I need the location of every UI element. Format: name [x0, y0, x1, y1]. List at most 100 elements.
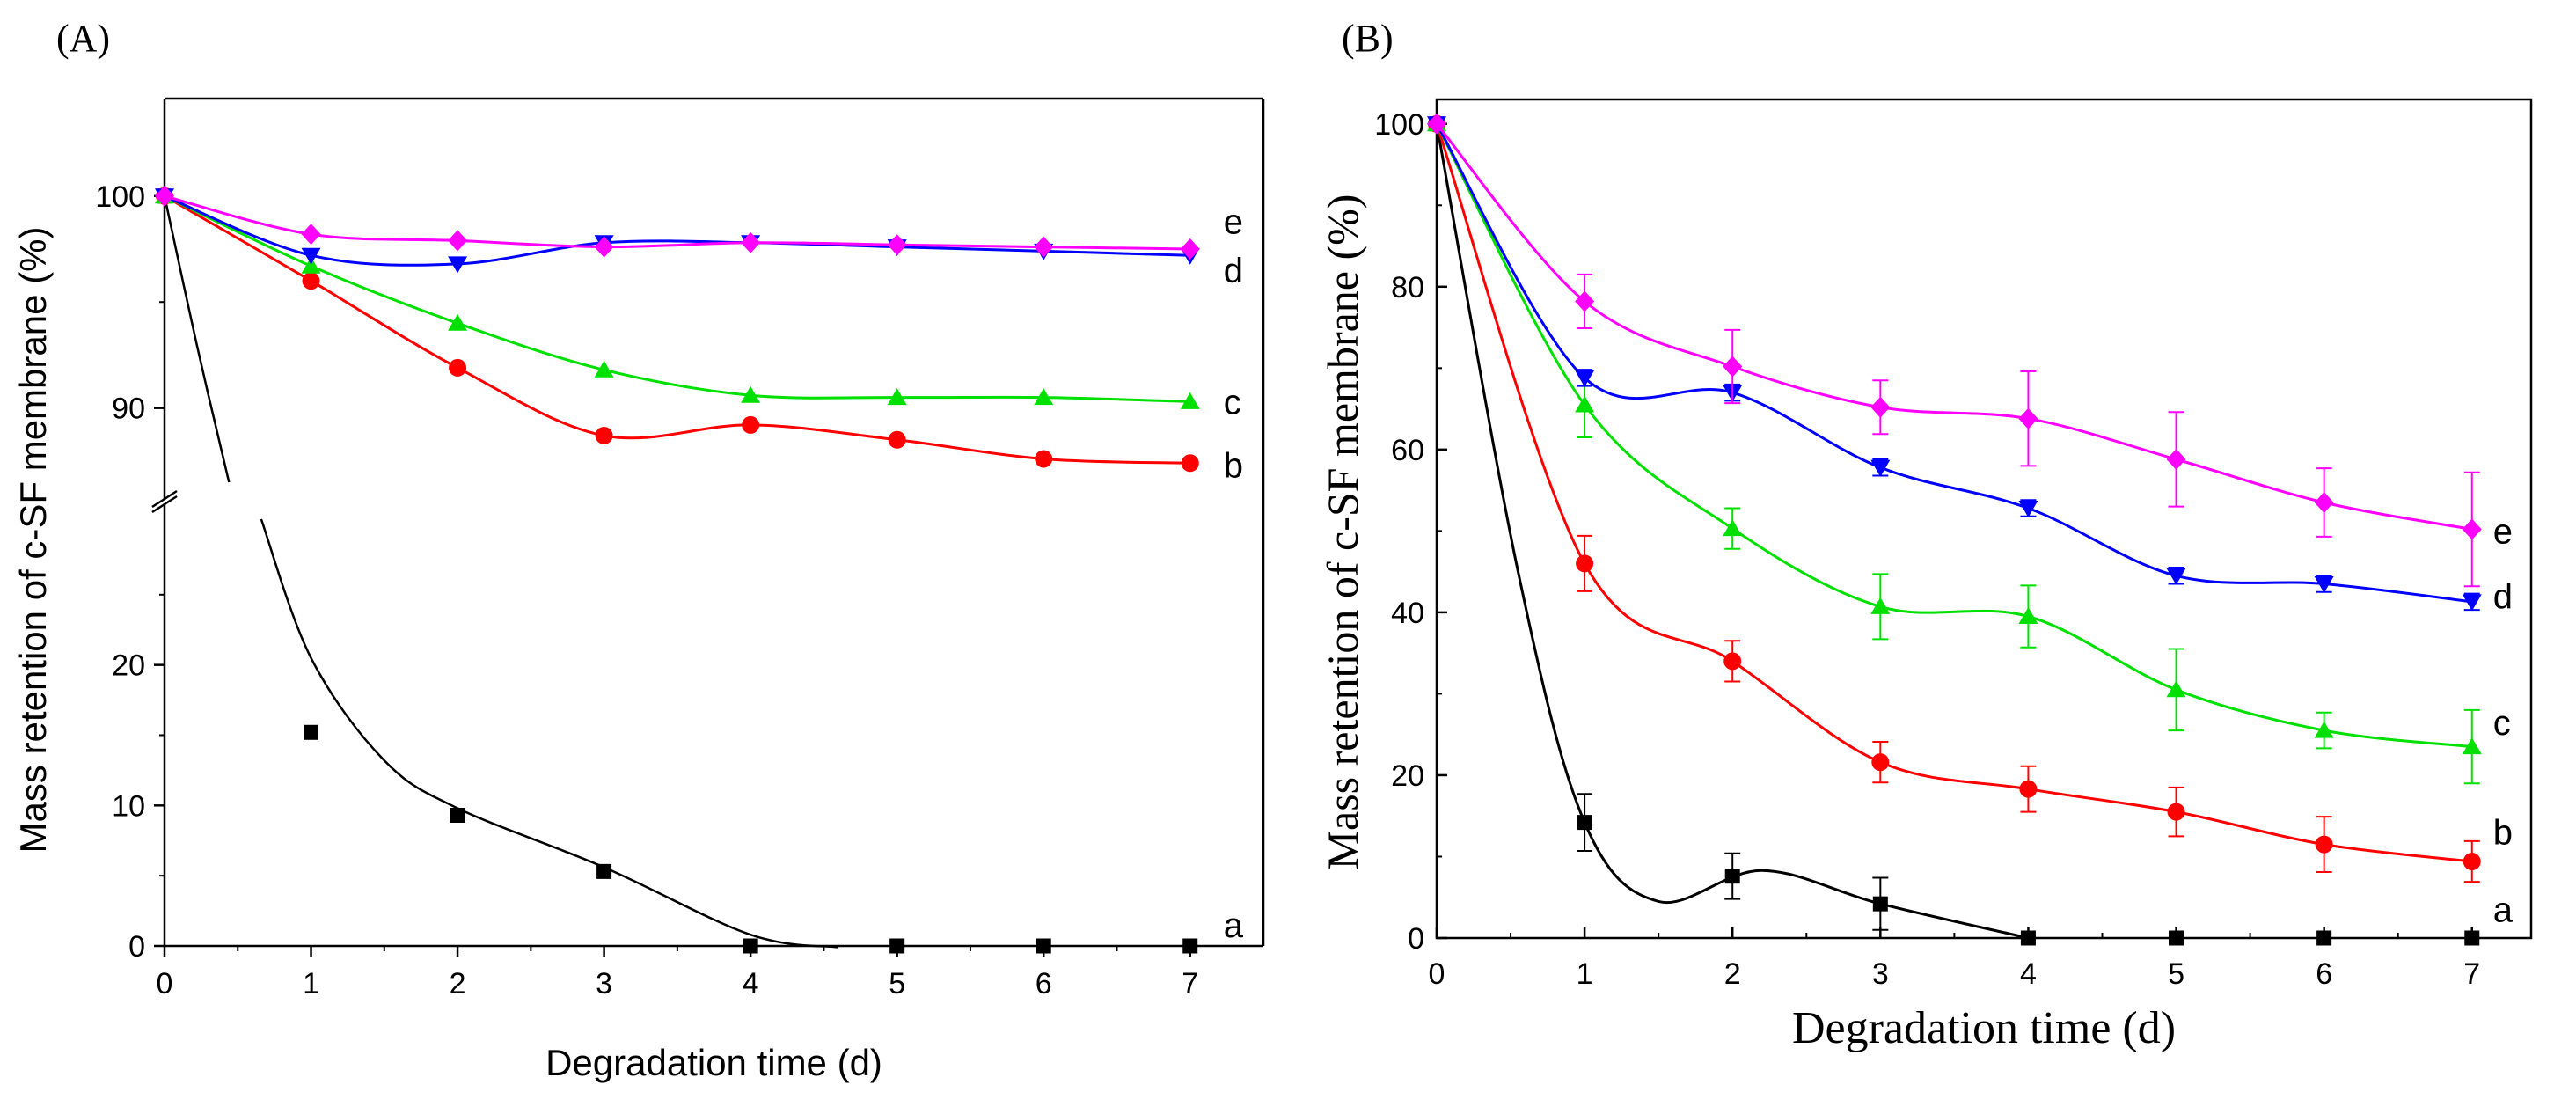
series-label-a: a: [1224, 906, 1244, 945]
data-point-a: [2020, 930, 2036, 946]
data-point-c: [594, 360, 614, 378]
series-label-b: b: [2493, 814, 2513, 853]
data-point-a: [450, 808, 465, 823]
series-line-b: [164, 194, 1190, 465]
data-point-a: [1872, 896, 1888, 912]
data-point-b: [1723, 652, 1742, 671]
series-label-b: b: [1224, 447, 1243, 486]
data-point-c: [1034, 388, 1054, 406]
data-point-b: [888, 430, 906, 449]
series-e: [155, 185, 1200, 260]
y-tick-label: 60: [1391, 434, 1424, 467]
x-tick-label: 4: [743, 967, 759, 1001]
series-line-b: [1435, 123, 2472, 863]
data-point-b: [2167, 803, 2185, 821]
data-point-c: [887, 388, 907, 406]
series-label-d: d: [2493, 577, 2513, 616]
series-label-e: e: [2493, 512, 2513, 551]
data-point-a: [2169, 930, 2184, 946]
series-line-d: [164, 194, 1190, 267]
series-label-e: e: [1224, 203, 1243, 242]
y-tick-label: 90: [112, 392, 145, 426]
y-tick-label: 80: [1391, 271, 1424, 304]
data-point-b: [302, 272, 320, 290]
series-label-d: d: [1224, 252, 1243, 290]
y-tick-label: 100: [1374, 108, 1424, 142]
series-line-d: [1435, 123, 2472, 604]
series-line-c: [1435, 123, 2472, 749]
plot-frame: [1435, 98, 2533, 940]
series-c: [1427, 114, 2482, 785]
y-axis-label: Mass retention of c-SF membrane (%): [1318, 194, 1367, 870]
x-tick-label: 2: [450, 967, 466, 1001]
data-point-d: [1870, 459, 1891, 477]
x-axis-label: Degradation time (d): [1792, 1003, 2176, 1053]
series-line-a: [163, 195, 231, 483]
x-tick-label: 5: [2168, 957, 2184, 991]
x-axis-label: Degradation time (d): [545, 1042, 882, 1083]
data-point-e: [594, 236, 614, 258]
y-tick-label: 40: [1391, 597, 1424, 630]
series-a: [157, 188, 1198, 954]
data-point-a: [1724, 869, 1740, 884]
x-tick-label: 0: [1429, 957, 1445, 991]
axis-break-mark: [151, 495, 178, 514]
x-tick-label: 2: [1724, 957, 1741, 991]
y-tick-label: 20: [112, 649, 145, 683]
data-point-e: [2462, 518, 2482, 540]
data-point-e: [2018, 407, 2038, 429]
data-point-a: [889, 938, 905, 954]
data-point-c: [1723, 519, 1743, 537]
data-point-e: [2166, 448, 2186, 470]
data-point-a: [304, 724, 319, 740]
data-point-e: [1034, 236, 1054, 258]
data-point-a: [1182, 938, 1198, 954]
series-label-c: c: [2493, 704, 2511, 743]
data-point-e: [2314, 491, 2334, 513]
data-point-c: [2166, 680, 2186, 698]
x-tick-label: 3: [596, 967, 612, 1001]
x-tick-label: 4: [2020, 957, 2037, 991]
data-point-e: [1723, 356, 1743, 378]
x-tick-label: 3: [1872, 957, 1889, 991]
data-point-d: [448, 256, 468, 274]
data-point-b: [1035, 450, 1053, 468]
x-tick-label: 0: [157, 967, 173, 1001]
y-tick-label: 100: [95, 180, 145, 214]
data-point-c: [301, 256, 321, 274]
data-point-e: [887, 234, 907, 256]
series-label-a: a: [2493, 891, 2514, 930]
x-tick-label: 6: [2316, 957, 2332, 991]
data-point-d: [301, 247, 321, 265]
series-a: [1429, 116, 2480, 946]
data-point-c: [2018, 607, 2038, 625]
x-tick-label: 7: [1182, 967, 1198, 1001]
panel-a: (A) 0 1 2 3 4 5 6 7 0 10 20 90 100 Degradation time (d…: [12, 17, 1265, 1083]
data-point-c: [2462, 737, 2482, 755]
data-point-e: [1427, 113, 1446, 135]
data-point-c: [1180, 392, 1200, 409]
y-tick-label: 20: [1391, 759, 1424, 793]
data-point-e: [1870, 396, 1891, 418]
series-line-a: [260, 518, 839, 949]
series-d: [1427, 116, 2482, 612]
data-point-e: [741, 231, 761, 253]
x-tick-label: 5: [889, 967, 905, 1001]
data-point-b: [742, 415, 760, 434]
data-point-a: [2464, 930, 2480, 946]
x-tick-label: 1: [303, 967, 319, 1001]
data-point-a: [1577, 815, 1592, 831]
data-point-a: [743, 938, 758, 954]
data-point-c: [1575, 395, 1595, 413]
data-point-d: [2314, 576, 2334, 594]
data-point-c: [1870, 597, 1891, 614]
series-line-c: [164, 194, 1190, 403]
x-tick-label: 1: [1577, 957, 1593, 991]
series-e: [1427, 113, 2482, 588]
series-label-c: c: [1224, 383, 1241, 422]
data-point-c: [448, 313, 468, 331]
data-point-d: [1575, 370, 1595, 387]
data-point-a: [596, 863, 612, 879]
data-point-a: [1036, 938, 1051, 954]
